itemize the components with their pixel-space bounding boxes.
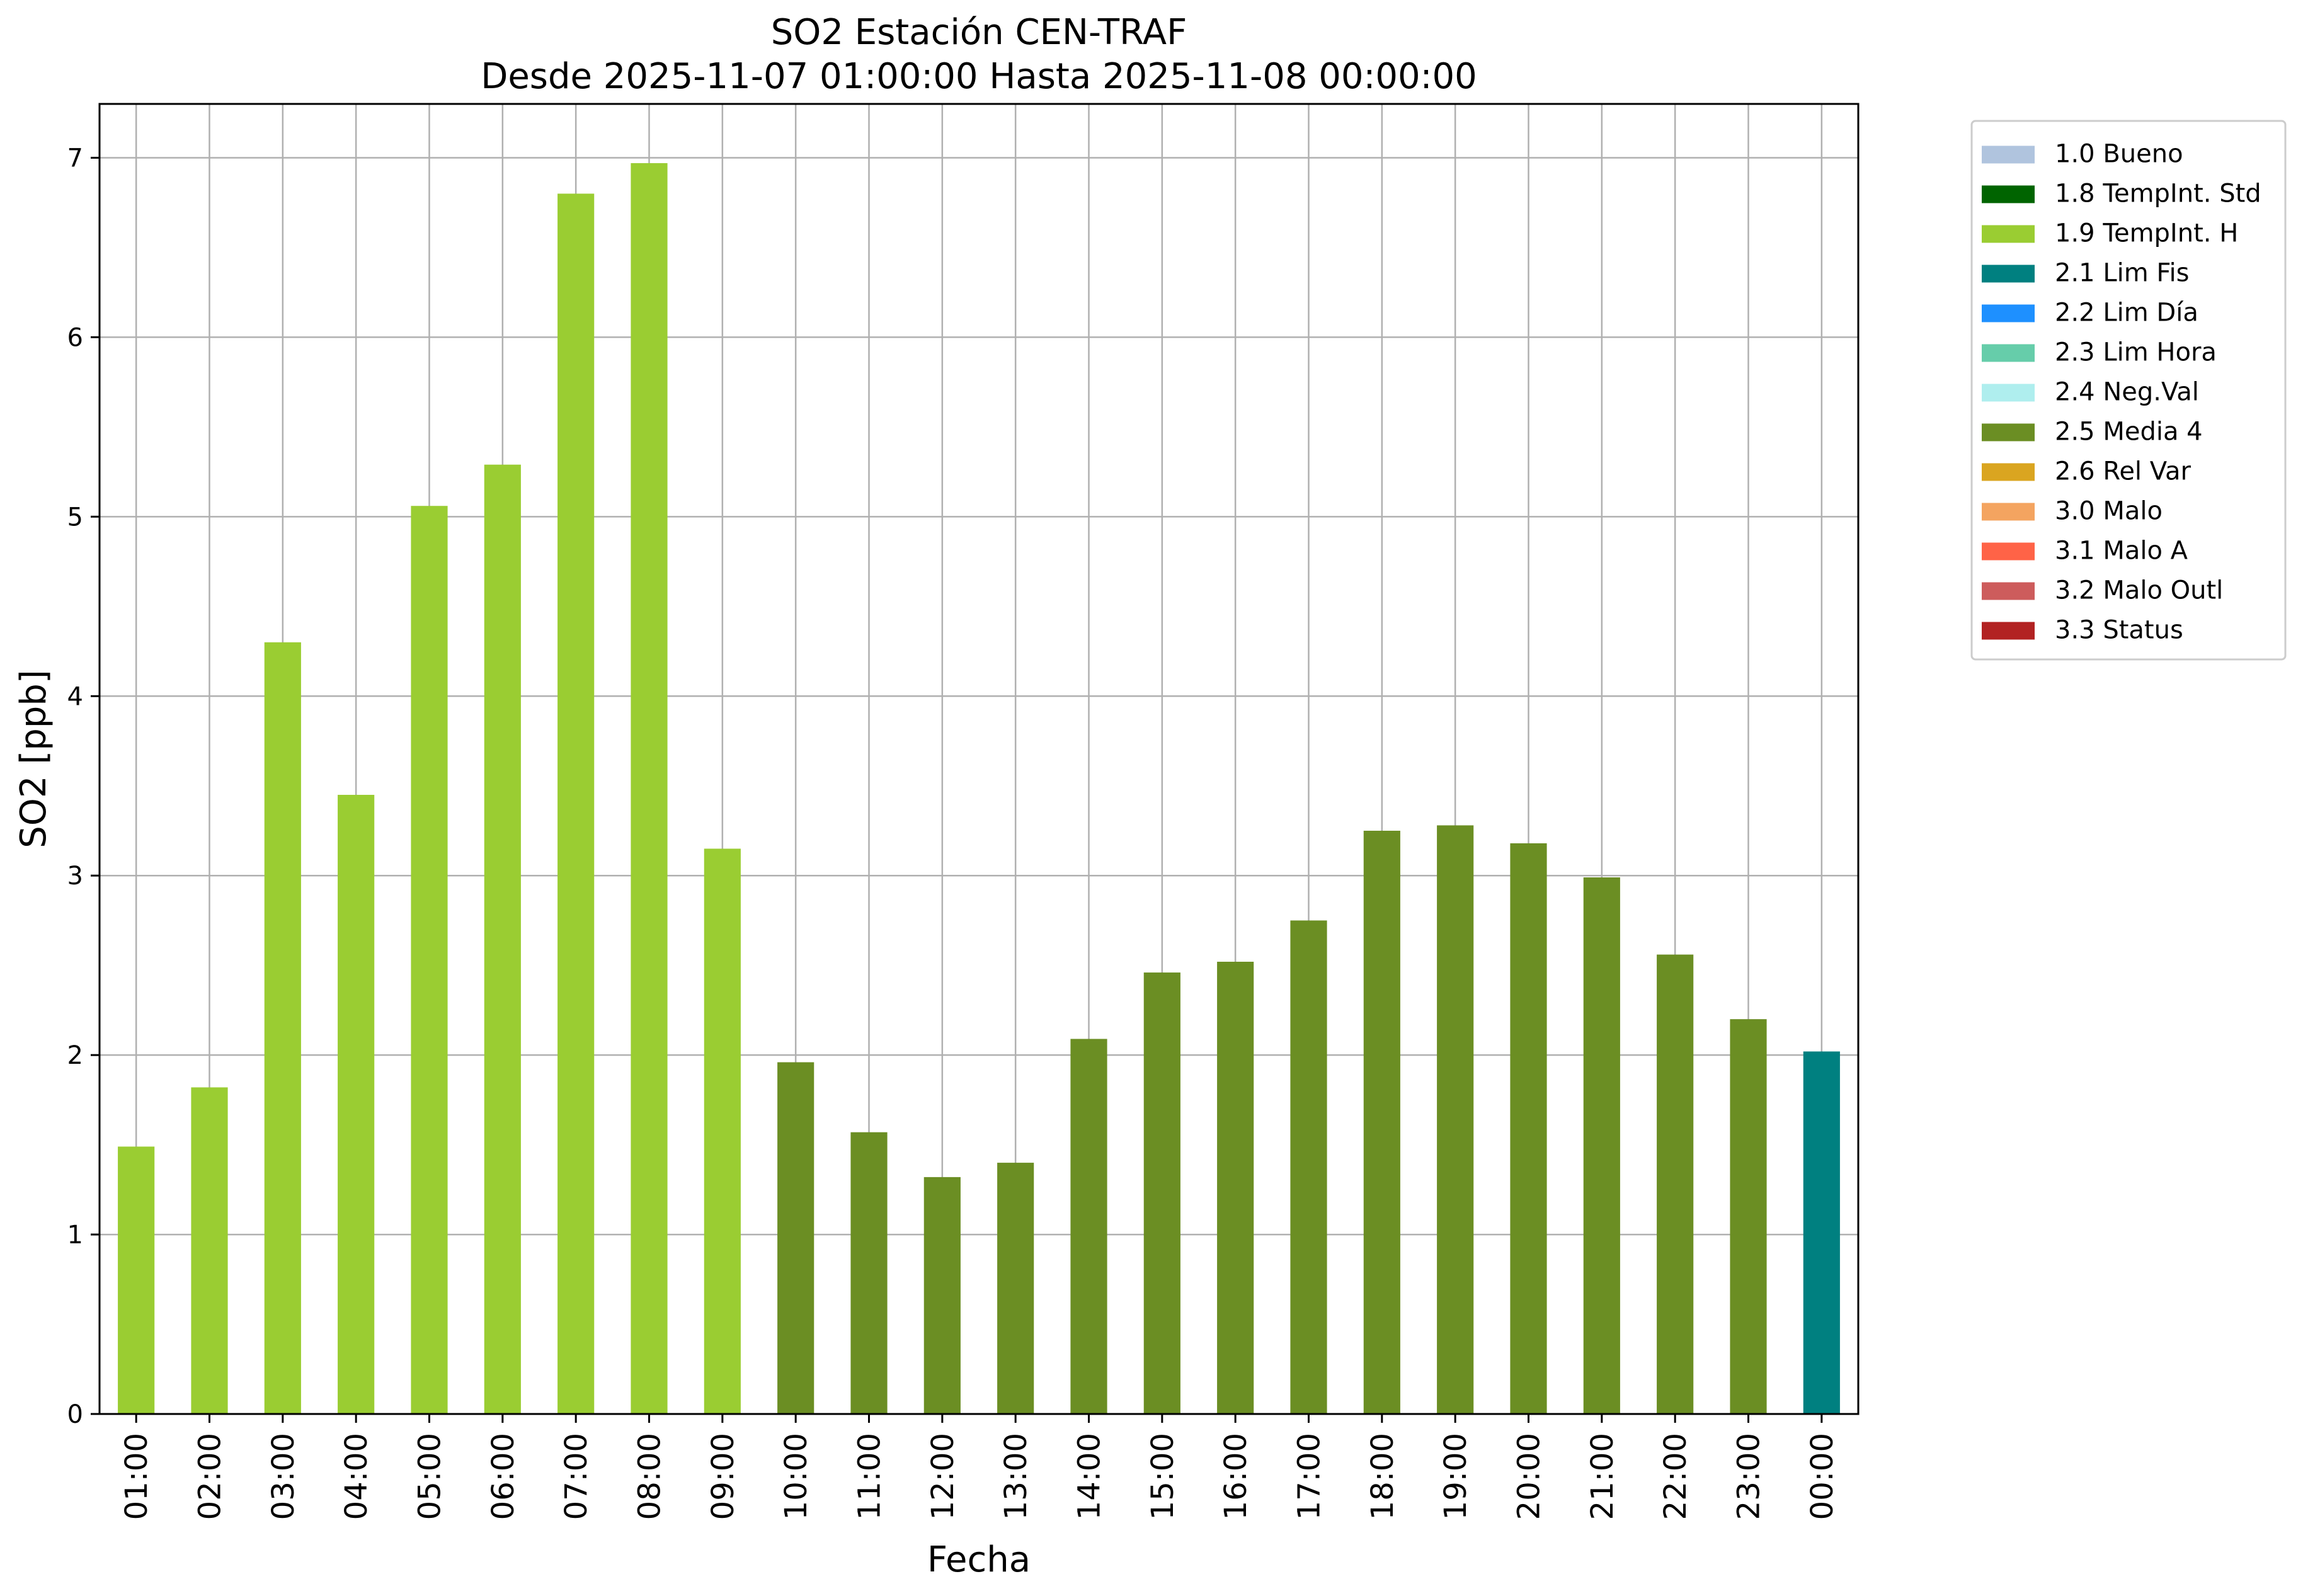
legend-swatch-1.8 — [1982, 185, 2035, 203]
y-tick-label: 2 — [67, 1041, 83, 1070]
x-tick-label: 09:00 — [706, 1433, 741, 1520]
legend-entry-label: 1.0 Bueno — [2055, 140, 2183, 169]
x-tick-label: 00:00 — [1805, 1433, 1840, 1520]
bar-0900 — [704, 848, 741, 1414]
bar-0200 — [191, 1087, 228, 1414]
bar-0700 — [557, 193, 595, 1414]
axes: 0 1 2 3 4 5 6 7 01:00 02:00 03:00 04:00 05:00 06:00 07… — [67, 144, 1840, 1520]
x-tick-label: 08:00 — [632, 1433, 668, 1520]
x-tick-label: 06:00 — [486, 1433, 521, 1520]
legend-swatch-3.2 — [1982, 582, 2035, 600]
x-tick-label: 03:00 — [266, 1433, 301, 1520]
legend-entry-label: 3.3 Status — [2055, 616, 2183, 645]
chart-subtitle: Desde 2025-11-07 01:00:00 Hasta 2025-11-… — [481, 56, 1477, 97]
legend-swatch-2.1 — [1982, 265, 2035, 283]
bar-0600 — [484, 464, 521, 1414]
y-tick-label: 0 — [67, 1400, 83, 1429]
bar-0400 — [338, 794, 375, 1414]
bar-1200 — [923, 1177, 961, 1414]
legend-swatch-2.2 — [1982, 304, 2035, 322]
bar-1900 — [1437, 825, 1474, 1414]
legend-swatch-3.1 — [1982, 542, 2035, 561]
legend-entry-label: 1.8 TempInt. Std — [2055, 180, 2261, 208]
legend-entry-label: 1.9 TempInt. H — [2055, 219, 2238, 248]
plot-frame — [98, 103, 1860, 1415]
x-tick-label: 10:00 — [779, 1433, 814, 1520]
legend-entry-label: 3.2 Malo Outl — [2055, 576, 2223, 605]
legend: 1.0 Bueno 1.8 TempInt. Std 1.9 TempInt. H 2… — [1970, 120, 2287, 661]
legend-swatch-1.9 — [1982, 225, 2035, 243]
legend-entry-label: 2.3 Lim Hora — [2055, 338, 2217, 367]
y-tick-label: 4 — [67, 682, 83, 711]
x-tick-label: 19:00 — [1438, 1433, 1473, 1520]
x-tick-label: 05:00 — [413, 1433, 448, 1520]
legend-entry-label: 2.1 Lim Fis — [2055, 259, 2189, 288]
bar-1500 — [1143, 972, 1180, 1414]
bar-2200 — [1657, 954, 1694, 1414]
y-tick-label: 1 — [67, 1221, 83, 1250]
x-tick-label: 22:00 — [1658, 1433, 1693, 1520]
x-tick-label: 16:00 — [1218, 1433, 1254, 1520]
bar-0300 — [264, 642, 301, 1415]
legend-swatch-2.3 — [1982, 344, 2035, 362]
bar-1100 — [850, 1132, 888, 1414]
x-tick-label: 11:00 — [852, 1433, 888, 1520]
x-tick-label: 04:00 — [339, 1433, 374, 1520]
bar-0500 — [411, 506, 448, 1414]
legend-swatch-2.4 — [1982, 384, 2035, 402]
legend-entry-label: 2.4 Neg.Val — [2055, 378, 2199, 407]
legend-entry-label: 3.1 Malo A — [2055, 537, 2188, 566]
legend-swatch-2.6 — [1982, 463, 2035, 481]
y-tick-label: 5 — [67, 503, 83, 532]
x-tick-label: 15:00 — [1145, 1433, 1180, 1520]
bar-0100 — [118, 1146, 155, 1414]
x-axis-label: Fecha — [927, 1539, 1031, 1580]
x-tick-label: 17:00 — [1292, 1433, 1327, 1520]
legend-swatch-3.3 — [1982, 622, 2035, 640]
legend-entry-label: 2.6 Rel Var — [2055, 457, 2192, 486]
bar-1000 — [777, 1062, 814, 1414]
y-tick-label: 6 — [67, 323, 83, 352]
bar-1800 — [1363, 830, 1400, 1414]
bar-2000 — [1510, 843, 1547, 1414]
x-tick-label: 20:00 — [1512, 1433, 1547, 1520]
x-tick-label: 18:00 — [1365, 1433, 1400, 1520]
legend-entry-label: 2.5 Media 4 — [2055, 418, 2203, 447]
chart-title: SO2 Estación CEN-TRAF — [771, 12, 1187, 53]
legend-entry-label: 2.2 Lim Día — [2055, 299, 2198, 328]
legend-entry-label: 3.0 Malo — [2055, 497, 2163, 526]
bar-1600 — [1217, 961, 1254, 1414]
bar-2300 — [1730, 1019, 1767, 1414]
bar-0800 — [631, 163, 668, 1415]
y-axis-label: SO2 [ppb] — [13, 670, 54, 848]
y-tick-label: 7 — [67, 144, 83, 173]
x-tick-label: 13:00 — [998, 1433, 1034, 1520]
legend-box — [1970, 120, 2287, 661]
x-tick-label: 02:00 — [193, 1433, 228, 1520]
bar-0000 — [1803, 1051, 1840, 1414]
bar-1300 — [997, 1163, 1034, 1414]
x-tick-label: 01:00 — [119, 1433, 154, 1520]
legend-swatch-1.0 — [1982, 145, 2035, 164]
bar-2100 — [1583, 877, 1620, 1414]
x-tick-label: 14:00 — [1072, 1433, 1107, 1520]
legend-swatch-3.0 — [1982, 503, 2035, 521]
x-tick-label: 23:00 — [1732, 1433, 1767, 1520]
bar-1700 — [1290, 920, 1327, 1414]
x-tick-label: 21:00 — [1585, 1433, 1620, 1520]
y-tick-label: 3 — [67, 862, 83, 891]
x-tick-label: 07:00 — [559, 1433, 594, 1520]
legend-swatch-2.5 — [1982, 423, 2035, 442]
bar-1400 — [1070, 1039, 1107, 1414]
bars — [118, 163, 1840, 1415]
x-tick-label: 12:00 — [925, 1433, 961, 1520]
